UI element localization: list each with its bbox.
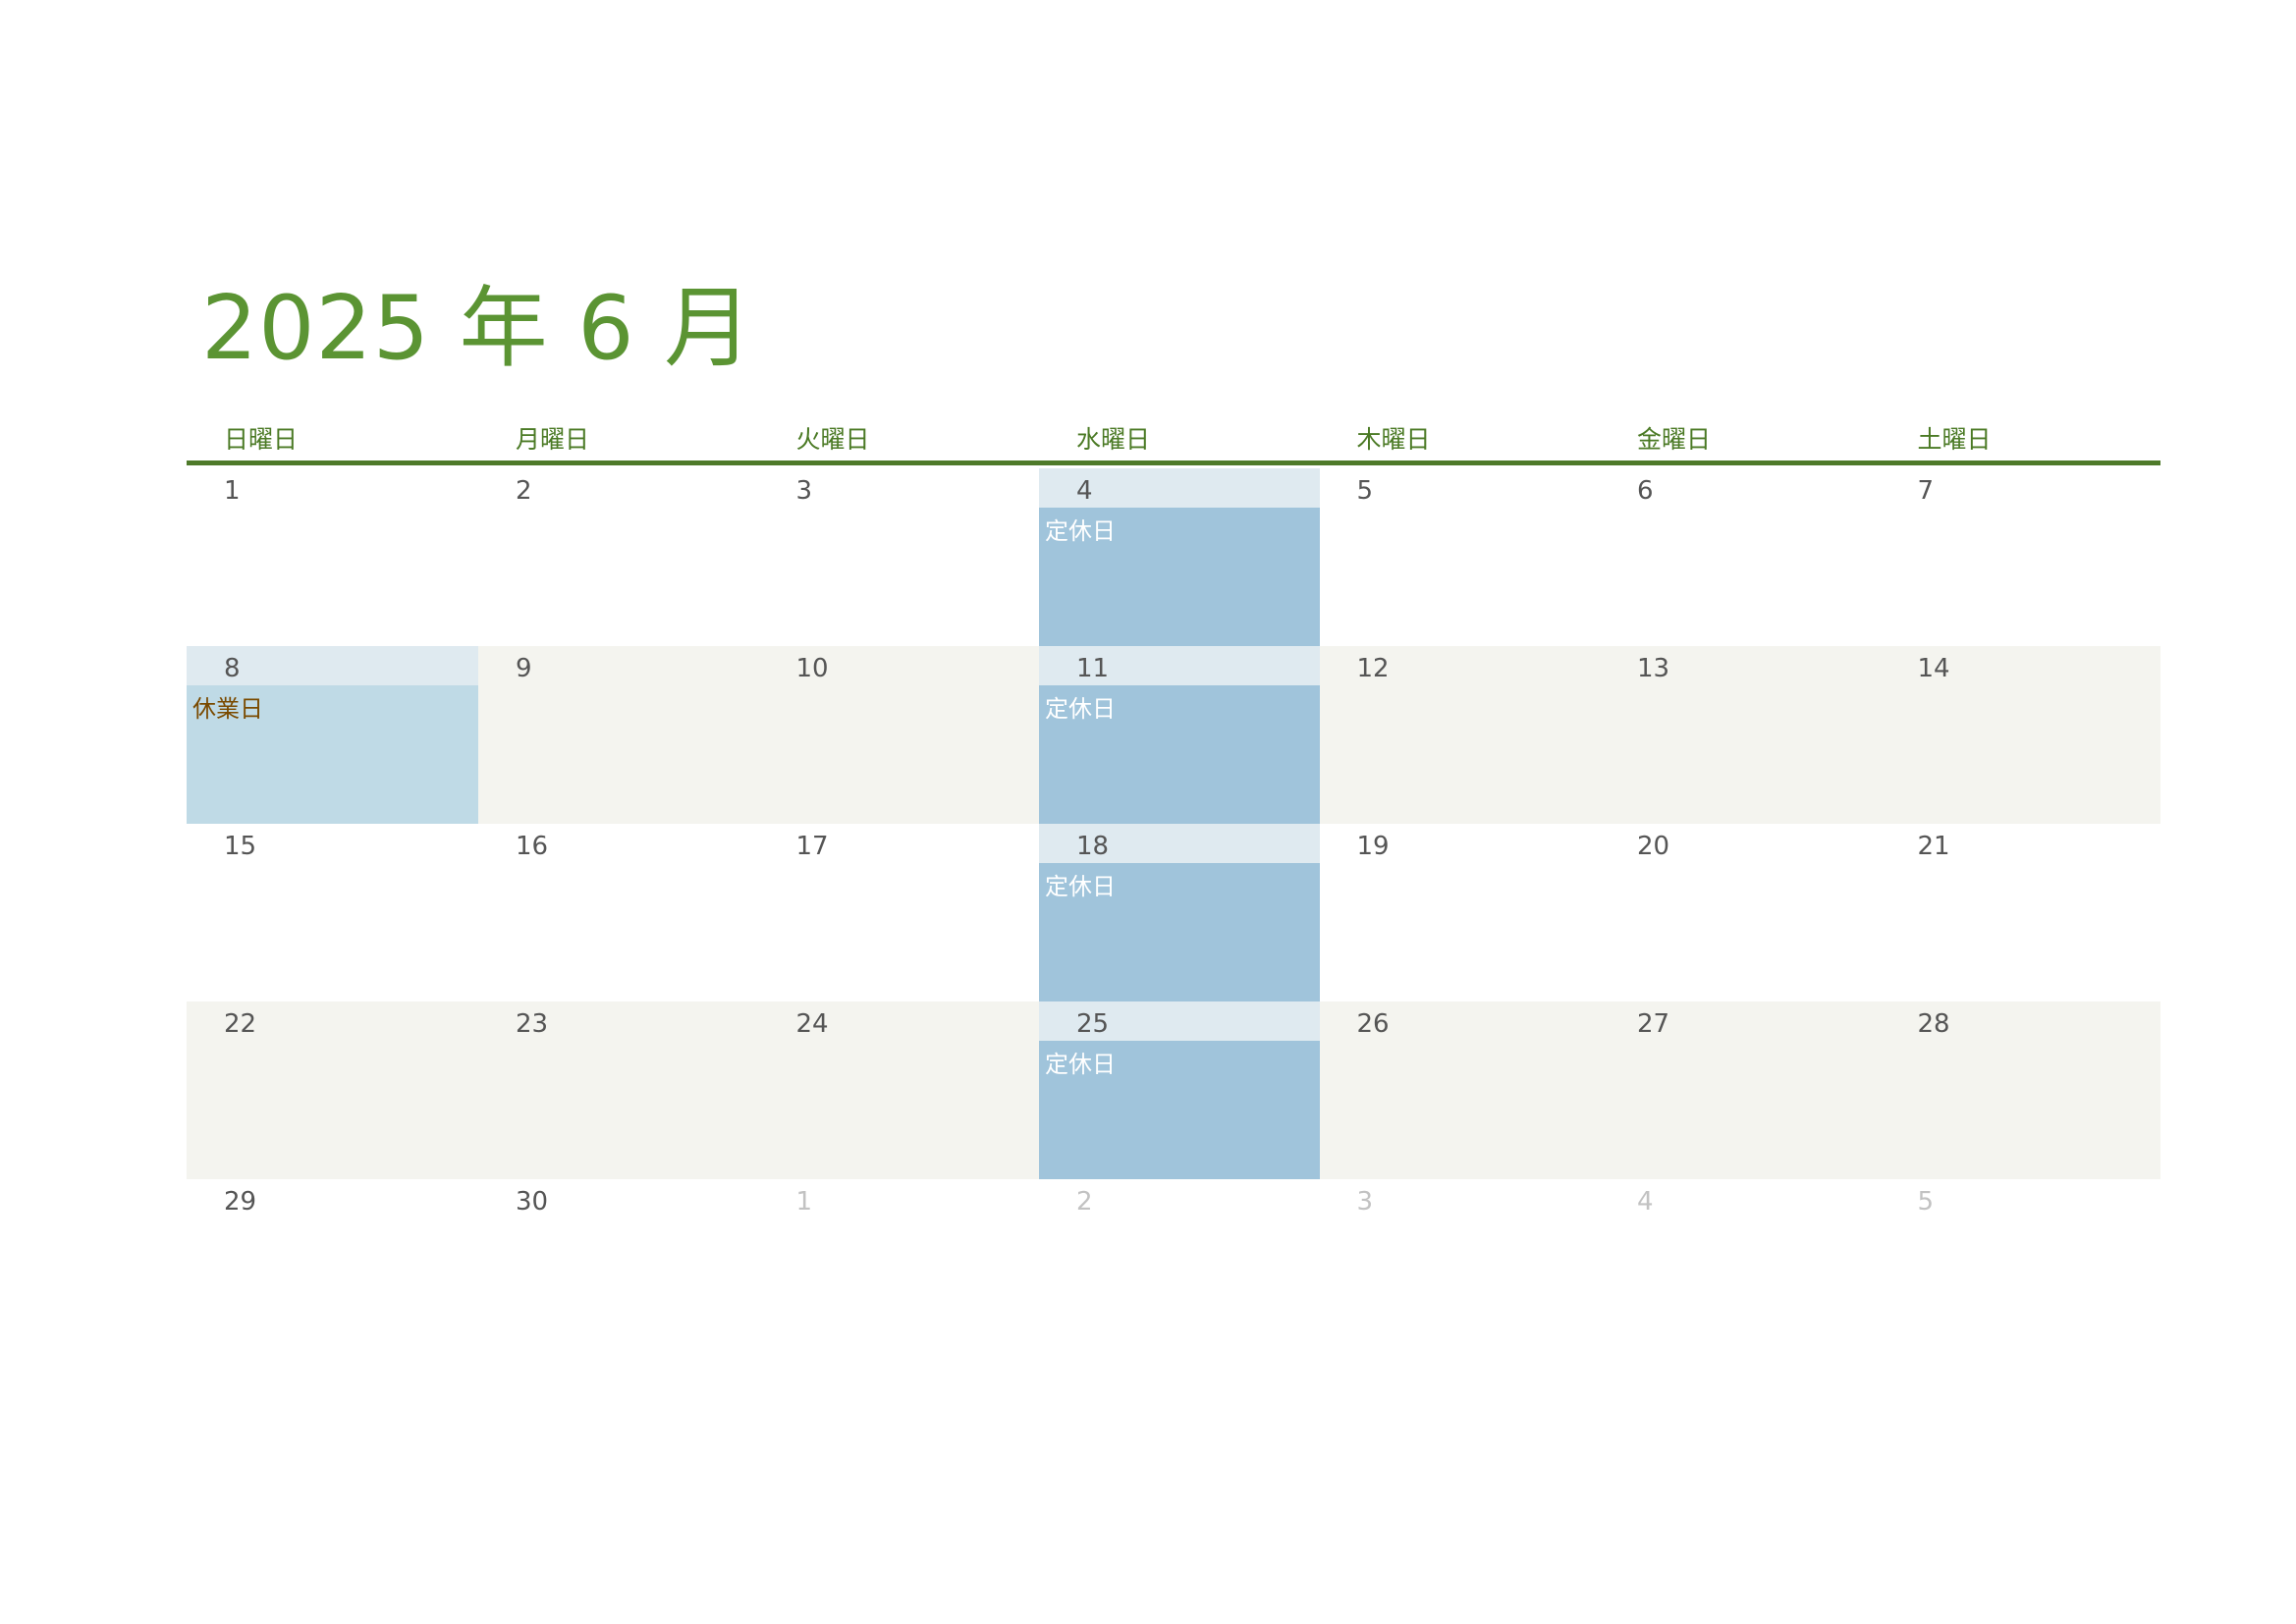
day-highlight-body xyxy=(187,685,478,824)
day-highlight-header xyxy=(1039,468,1320,508)
day-cell: 21 xyxy=(1881,824,2161,1001)
day-highlight-header xyxy=(1039,646,1320,685)
day-number: 17 xyxy=(795,832,829,861)
day-cell: 18 定休日 xyxy=(1039,824,1320,1001)
day-number: 2 xyxy=(1076,1187,1093,1217)
weekday-tue: 火曜日 xyxy=(795,425,870,454)
day-cell: 5 xyxy=(1320,468,1601,646)
day-cell: 19 xyxy=(1320,824,1601,1001)
day-number: 30 xyxy=(516,1187,549,1217)
day-number: 26 xyxy=(1356,1009,1390,1039)
day-highlight-header xyxy=(1039,1001,1320,1041)
day-cell: 2 xyxy=(478,468,759,646)
day-cell: 2 xyxy=(1039,1179,1320,1357)
day-number: 19 xyxy=(1356,832,1390,861)
day-cell: 22 xyxy=(187,1001,478,1179)
calendar-grid: 1 2 3 4 定休日 5 6 7 8 休業日 9 10 11 定休日 12 13 14 15 16 17 18 定休日 1… xyxy=(187,468,2160,1357)
day-cell: 14 xyxy=(1880,646,2160,824)
day-number: 4 xyxy=(1637,1187,1654,1217)
day-cell: 13 xyxy=(1600,646,1881,824)
day-note: 休業日 xyxy=(192,695,263,723)
day-number: 5 xyxy=(1356,476,1374,506)
day-number: 20 xyxy=(1637,832,1670,861)
day-number: 2 xyxy=(516,476,532,506)
day-cell: 10 xyxy=(758,646,1039,824)
weekday-sat: 土曜日 xyxy=(1917,425,1992,454)
day-number: 13 xyxy=(1637,654,1670,683)
day-highlight-body xyxy=(1039,863,1320,1001)
day-cell: 3 xyxy=(759,468,1040,646)
day-number: 22 xyxy=(224,1009,257,1039)
day-cell: 28 xyxy=(1880,1001,2160,1179)
day-cell: 4 定休日 xyxy=(1039,468,1320,646)
day-cell: 6 xyxy=(1600,468,1881,646)
day-cell: 17 xyxy=(759,824,1040,1001)
weekday-mon: 月曜日 xyxy=(516,425,590,454)
weekday-sun: 日曜日 xyxy=(224,425,299,454)
day-note: 定休日 xyxy=(1045,695,1116,723)
day-number: 23 xyxy=(516,1009,549,1039)
day-number: 6 xyxy=(1637,476,1654,506)
day-cell: 26 xyxy=(1319,1001,1600,1179)
day-number: 27 xyxy=(1637,1009,1670,1039)
day-cell: 1 xyxy=(187,468,478,646)
day-highlight-body xyxy=(1039,1041,1320,1179)
day-number: 3 xyxy=(795,476,813,506)
day-cell: 12 xyxy=(1319,646,1600,824)
day-cell: 7 xyxy=(1881,468,2161,646)
day-number: 28 xyxy=(1917,1009,1950,1039)
day-cell: 5 xyxy=(1881,1179,2161,1357)
header-rule xyxy=(187,460,2160,465)
day-number: 1 xyxy=(224,476,241,506)
day-highlight-header xyxy=(1039,824,1320,863)
day-cell: 4 xyxy=(1600,1179,1881,1357)
day-cell: 29 xyxy=(187,1179,478,1357)
day-cell: 1 xyxy=(759,1179,1040,1357)
day-cell: 15 xyxy=(187,824,478,1001)
day-cell: 25 定休日 xyxy=(1039,1001,1320,1179)
day-cell: 11 定休日 xyxy=(1039,646,1320,824)
day-highlight-body xyxy=(1039,508,1320,646)
day-cell: 8 休業日 xyxy=(187,646,478,824)
day-cell: 23 xyxy=(478,1001,759,1179)
weekday-thu: 木曜日 xyxy=(1356,425,1431,454)
day-number: 21 xyxy=(1917,832,1950,861)
calendar-title: 2025 年 6 月 xyxy=(201,277,754,380)
day-note: 定休日 xyxy=(1045,517,1116,545)
day-number: 12 xyxy=(1356,654,1390,683)
day-number: 18 xyxy=(1076,832,1110,861)
day-note: 定休日 xyxy=(1045,1051,1116,1078)
day-number: 10 xyxy=(795,654,829,683)
day-number: 1 xyxy=(795,1187,813,1217)
day-number: 11 xyxy=(1076,654,1110,683)
day-cell: 3 xyxy=(1320,1179,1601,1357)
day-number: 29 xyxy=(224,1187,257,1217)
day-number: 9 xyxy=(516,654,532,683)
day-number: 3 xyxy=(1356,1187,1374,1217)
day-cell: 16 xyxy=(478,824,759,1001)
day-cell: 24 xyxy=(758,1001,1039,1179)
day-number: 8 xyxy=(224,654,241,683)
day-cell: 30 xyxy=(478,1179,759,1357)
day-number: 14 xyxy=(1917,654,1950,683)
weekday-fri: 金曜日 xyxy=(1637,425,1712,454)
day-cell: 20 xyxy=(1600,824,1881,1001)
day-cell: 9 xyxy=(478,646,759,824)
day-highlight-body xyxy=(1039,685,1320,824)
day-note: 定休日 xyxy=(1045,873,1116,900)
day-number: 7 xyxy=(1917,476,1935,506)
day-cell: 27 xyxy=(1600,1001,1881,1179)
day-number: 15 xyxy=(224,832,257,861)
weekday-wed: 水曜日 xyxy=(1076,425,1151,454)
day-number: 25 xyxy=(1076,1009,1110,1039)
weekday-header: 日曜日 月曜日 火曜日 水曜日 木曜日 金曜日 土曜日 xyxy=(187,420,2160,456)
day-number: 24 xyxy=(795,1009,829,1039)
day-highlight-header xyxy=(187,646,478,685)
day-number: 5 xyxy=(1917,1187,1935,1217)
day-number: 4 xyxy=(1076,476,1093,506)
day-number: 16 xyxy=(516,832,549,861)
